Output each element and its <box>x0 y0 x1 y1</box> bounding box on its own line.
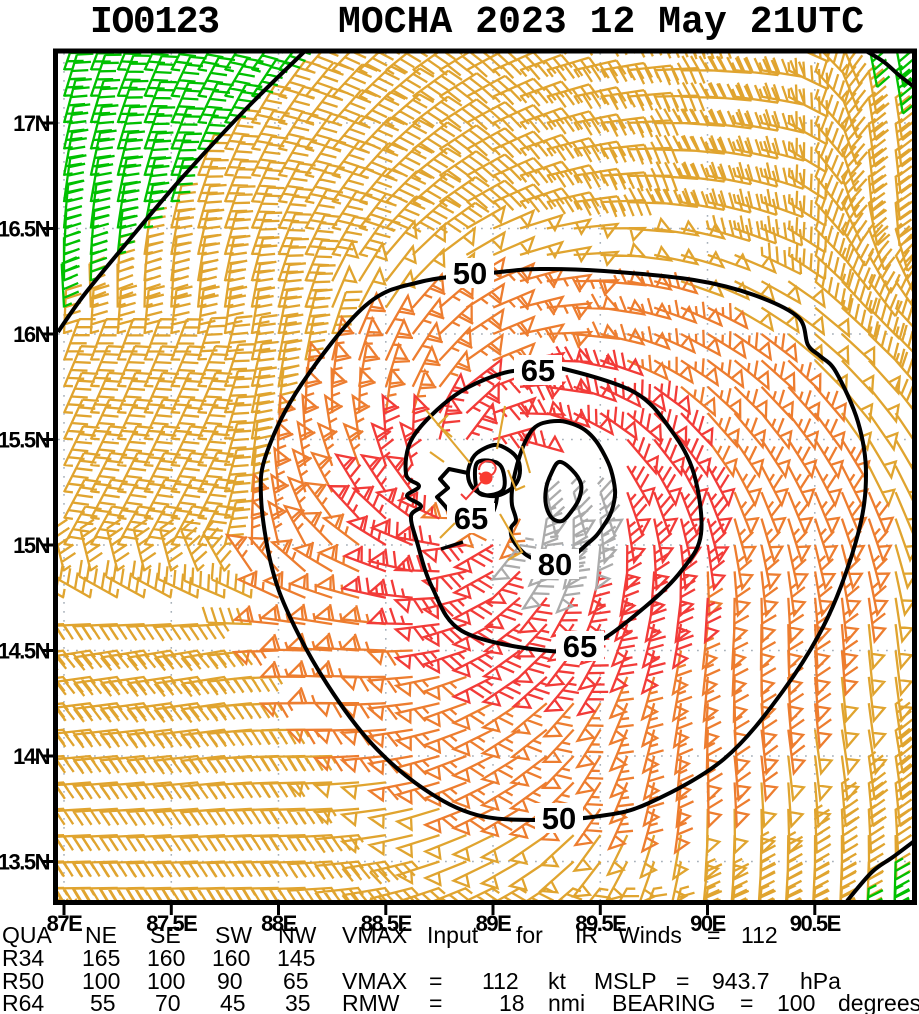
svg-text:50: 50 <box>453 256 487 291</box>
svg-text:=: = <box>429 968 442 994</box>
svg-text:50: 50 <box>542 801 576 836</box>
svg-text:88.5E: 88.5E <box>361 911 412 936</box>
svg-text:hPa: hPa <box>800 968 841 994</box>
svg-text:R64: R64 <box>2 990 44 1014</box>
svg-text:160: 160 <box>147 945 185 971</box>
svg-text:100: 100 <box>777 990 815 1014</box>
svg-text:=: = <box>707 922 720 948</box>
svg-text:55: 55 <box>90 990 116 1014</box>
svg-text:90: 90 <box>217 968 243 994</box>
svg-text:kt: kt <box>548 968 567 994</box>
svg-text:RMW: RMW <box>342 990 400 1014</box>
svg-text:=: = <box>676 968 689 994</box>
svg-text:89.5E: 89.5E <box>575 911 626 936</box>
svg-text:112: 112 <box>741 922 778 948</box>
svg-text:MSLP: MSLP <box>594 968 657 994</box>
svg-text:IO0123: IO0123 <box>90 1 220 44</box>
svg-text:SE: SE <box>150 922 181 948</box>
svg-text:degrees: degrees <box>838 990 919 1014</box>
svg-text:65: 65 <box>283 968 309 994</box>
svg-text:SW: SW <box>215 922 252 948</box>
svg-text:Input: Input <box>427 922 479 948</box>
svg-text:87.5E: 87.5E <box>146 911 197 936</box>
svg-text:943.7: 943.7 <box>712 968 770 994</box>
svg-text:16N: 16N <box>13 322 49 347</box>
svg-text:for: for <box>516 922 543 948</box>
svg-text:13.5N: 13.5N <box>0 850 50 875</box>
svg-text:90E: 90E <box>690 911 725 936</box>
svg-text:89E: 89E <box>476 911 511 936</box>
svg-text:14N: 14N <box>13 744 49 769</box>
svg-text:165: 165 <box>82 945 120 971</box>
svg-text:16.5N: 16.5N <box>0 217 50 242</box>
svg-text:15N: 15N <box>13 533 49 558</box>
svg-text:R34: R34 <box>2 945 44 971</box>
svg-text:80: 80 <box>538 547 572 582</box>
svg-text:MOCHA 2023 12 May 21UTC: MOCHA 2023 12 May 21UTC <box>338 1 864 44</box>
svg-text:=: = <box>740 990 753 1014</box>
svg-text:IR: IR <box>575 922 598 948</box>
svg-text:17N: 17N <box>13 111 49 136</box>
svg-text:VMAX: VMAX <box>342 922 407 948</box>
svg-text:nmi: nmi <box>548 990 585 1014</box>
svg-text:BEARING: BEARING <box>612 990 716 1014</box>
svg-text:R50: R50 <box>2 968 44 994</box>
svg-text:112: 112 <box>482 968 519 994</box>
svg-text:88E: 88E <box>261 911 296 936</box>
svg-text:45: 45 <box>220 990 246 1014</box>
svg-text:90.5E: 90.5E <box>790 911 841 936</box>
svg-text:100: 100 <box>147 968 185 994</box>
svg-text:65: 65 <box>454 501 488 536</box>
svg-text:NW: NW <box>278 922 317 948</box>
svg-text:NE: NE <box>85 922 117 948</box>
svg-text:160: 160 <box>212 945 250 971</box>
svg-text:=: = <box>429 990 442 1014</box>
svg-text:145: 145 <box>277 945 315 971</box>
svg-text:18: 18 <box>499 990 525 1014</box>
svg-text:VMAX: VMAX <box>342 968 407 994</box>
svg-text:35: 35 <box>285 990 311 1014</box>
svg-text:65: 65 <box>563 629 597 664</box>
svg-text:QUA: QUA <box>2 922 53 948</box>
svg-text:14.5N: 14.5N <box>0 639 50 664</box>
svg-text:70: 70 <box>155 990 181 1014</box>
svg-text:15.5N: 15.5N <box>0 428 50 453</box>
svg-text:65: 65 <box>521 353 555 388</box>
svg-text:Winds: Winds <box>618 922 682 948</box>
svg-text:87E: 87E <box>47 911 82 936</box>
svg-text:100: 100 <box>82 968 120 994</box>
